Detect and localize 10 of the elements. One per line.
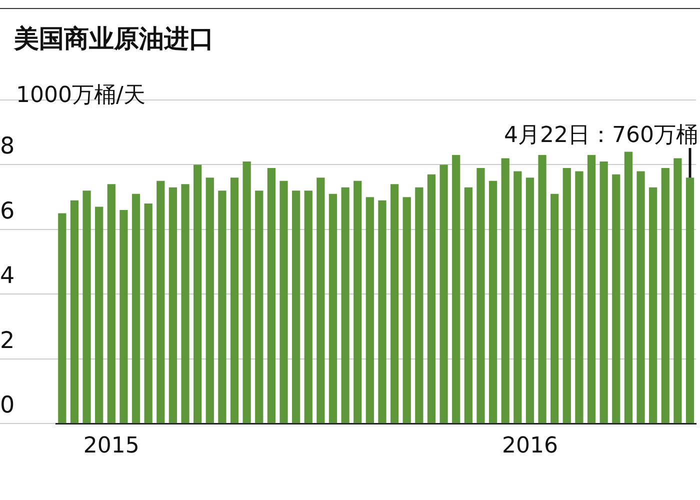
y-tick-label: 4 — [0, 263, 15, 290]
chart-title: 美国商业原油进口 — [14, 23, 214, 55]
y-tick-label: 0 — [0, 392, 15, 419]
y-tick-label: 6 — [0, 198, 15, 224]
annotation: 4月22日：760万桶 — [504, 123, 698, 148]
y-tick-label: 8 — [0, 134, 15, 160]
x-tick-label: 2015 — [83, 434, 140, 459]
x-tick-label: 2016 — [502, 434, 558, 459]
y-tick-label: 2 — [0, 328, 15, 354]
y-axis-title: 1000万桶/天 — [16, 82, 146, 110]
